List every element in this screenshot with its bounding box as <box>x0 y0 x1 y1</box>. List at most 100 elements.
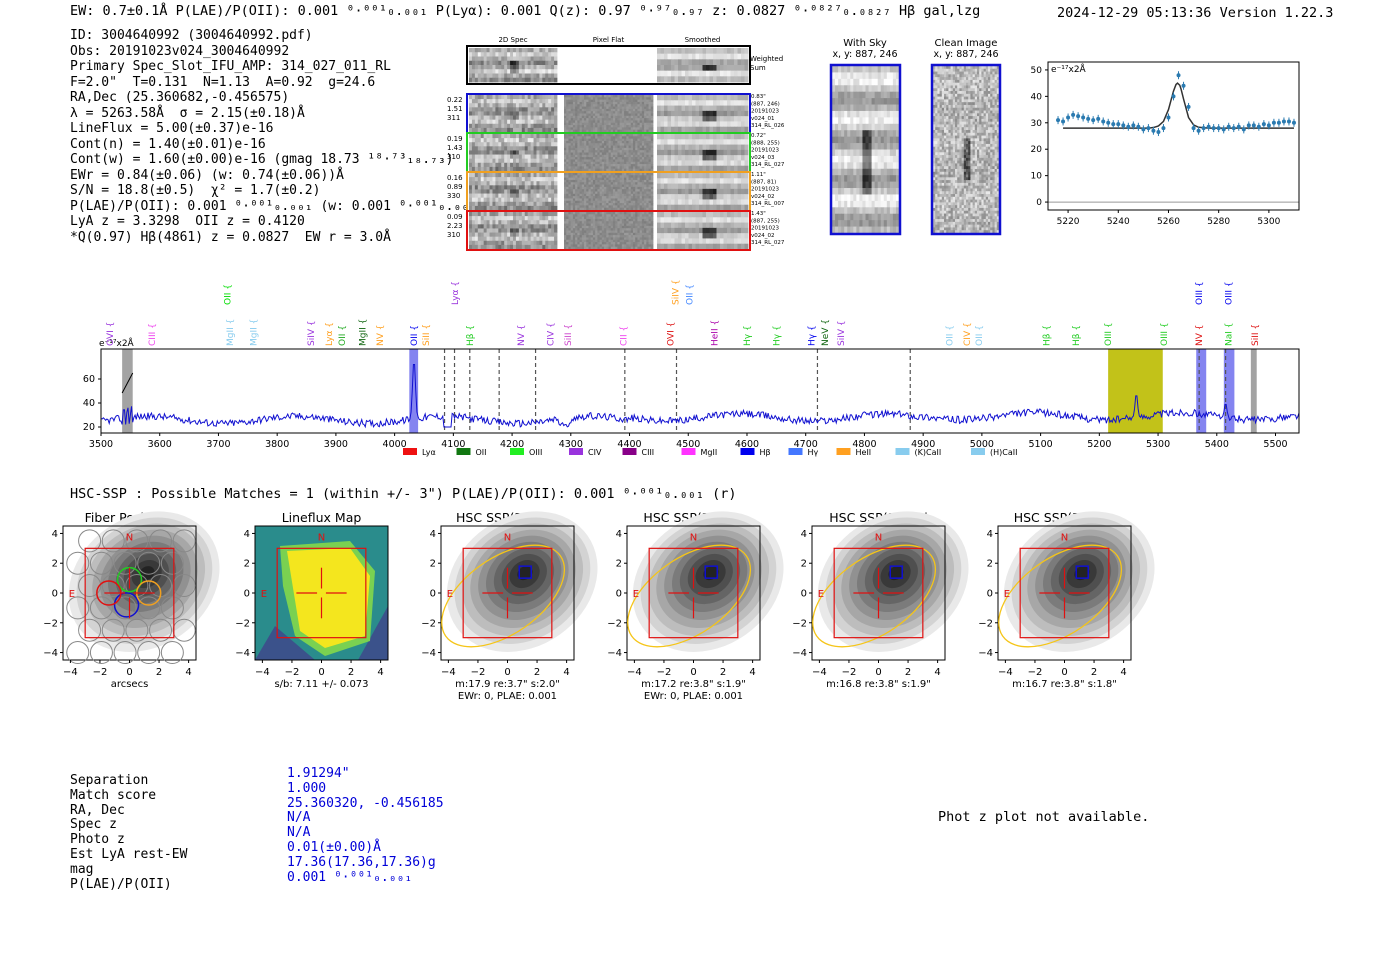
header-datetime: 2024-12-29 05:13:36 <box>1057 5 1212 21</box>
match-label: P(LAE)/P(OII) <box>70 876 172 892</box>
fiber-stat: 0.09 <box>447 213 463 221</box>
fiber-stat: 0.16 <box>447 174 463 182</box>
zoom-data-point <box>1126 124 1131 129</box>
spectrum-xtick-label: 5300 <box>1146 439 1170 450</box>
spectrum-texture <box>657 95 749 133</box>
cutout-ytick-label: 4 <box>244 529 250 540</box>
line-id-label: SiIV { <box>307 320 317 346</box>
zoom-xtick-label: 5300 <box>1257 217 1280 227</box>
search-box <box>462 547 553 639</box>
info-line: EWr = 0.84(±0.06) (w: 0.74(±0.06))Å <box>70 167 344 183</box>
zoom-data-point <box>1076 114 1081 119</box>
match-label: Match score <box>70 787 157 803</box>
zoom-ylabel: e⁻¹⁷x2Å <box>1051 63 1087 75</box>
fiber-stat: 1.43 <box>447 144 463 152</box>
line-id-label: OVI { <box>106 322 116 346</box>
legend-label: OIII <box>529 448 542 457</box>
spectrum-texture <box>657 212 749 250</box>
spectrum-texture <box>832 66 900 234</box>
fiber-stat: 310 <box>447 231 460 239</box>
legend-swatch <box>403 448 417 455</box>
zoom-data-point <box>1206 124 1211 129</box>
legend-label: HeII <box>856 448 872 457</box>
match-label: Separation <box>70 773 149 788</box>
spectrum-xtick-label: 5200 <box>1087 439 1111 450</box>
match-label: RA, Dec <box>70 802 125 818</box>
spectrum-xtick-label: 4800 <box>852 439 876 450</box>
line-id-label: MgII { <box>226 319 236 346</box>
zoom-data-point <box>1191 126 1196 131</box>
cutout-ytick-label: −2 <box>43 618 58 629</box>
spectrum-texture <box>564 173 654 211</box>
line-id-label: OII { <box>975 325 985 346</box>
fiber-frame <box>466 210 751 251</box>
spectrum-texture <box>933 66 1000 234</box>
zoom-data-point <box>1121 123 1126 128</box>
zoom-data-point <box>1161 126 1166 131</box>
zoom-data-point <box>1081 115 1086 120</box>
cutout-xtick-label: 2 <box>905 667 911 678</box>
spectral-band <box>409 349 419 433</box>
cutout-ytick-label: −4 <box>43 648 58 659</box>
legend-label: Hγ <box>808 448 819 457</box>
line-id-label: NV { <box>517 325 527 346</box>
compass-north: N <box>504 532 511 543</box>
zoom-data-point <box>1256 124 1261 129</box>
zoom-data-point <box>1271 120 1276 125</box>
fiber-stat: 311 <box>447 114 460 122</box>
fiber-circle <box>78 574 102 598</box>
fiber-circle <box>66 596 90 620</box>
aperture-ellipse <box>627 544 752 648</box>
legend-swatch <box>836 448 851 455</box>
fiber-meta: 1.43" <box>751 211 766 217</box>
fiber-meta: 20191023 <box>751 187 779 193</box>
line-id-label: MgII { <box>250 319 260 346</box>
line-id-label: NaI { <box>1225 323 1235 347</box>
spec2d-col-title: Pixel Flat <box>593 36 625 44</box>
spectrum-xtick-label: 4000 <box>383 439 407 450</box>
zoom-ytick-label: 40 <box>1031 92 1043 102</box>
line-id-label: NV { <box>376 325 386 346</box>
cutout-ytick-label: 4 <box>430 529 436 540</box>
compass-north: N <box>126 532 133 543</box>
cutout-images: Fiber PositionsNE−4−4−2−2002244arcsecsLi… <box>43 510 1155 702</box>
cutout-ytick-label: −4 <box>235 648 250 659</box>
fiber-circle <box>172 574 196 598</box>
zoom-data-point <box>1146 126 1151 131</box>
zoom-data-point <box>1226 124 1231 129</box>
with-sky-title: With Sky <box>843 38 887 49</box>
spec2d-col-title: 2D Spec <box>498 36 527 44</box>
line-id-label: CIV { <box>963 322 973 346</box>
cutout-xtick-label: −4 <box>63 667 78 678</box>
fiber-meta: 0.72" <box>751 133 766 139</box>
zoom-data-point <box>1071 112 1076 117</box>
weighted-sum-label: Sum <box>750 64 766 72</box>
zoom-data-point <box>1241 127 1246 132</box>
legend-label: Lyα <box>422 448 436 457</box>
legend-swatch <box>681 448 696 455</box>
cutout-ytick-label: 0 <box>987 589 993 600</box>
fiber-circle <box>172 618 196 642</box>
cutout-xtick-label: 0 <box>318 667 324 678</box>
cutout-ytick-label: −4 <box>978 648 993 659</box>
cutout-xlabel: m:16.8 re:3.8" s:1.9" <box>826 679 931 690</box>
cutout-xtick-label: 2 <box>156 667 162 678</box>
zoom-line-plot: e⁻¹⁷x2Å 0 10 20 30 40 50 5220 5240 5260 5280 5300 <box>1031 61 1300 227</box>
cutout-xtick-label: −4 <box>627 667 642 678</box>
line-id-label: SiIV { <box>671 279 681 305</box>
zoom-data-point <box>1176 73 1181 78</box>
spectrum-ytick-label: 20 <box>83 422 95 433</box>
header-version: Version 1.22.3 <box>1219 5 1334 21</box>
fiber-meta: 20191023 <box>751 109 779 115</box>
zoom-data-point <box>1166 115 1171 120</box>
fiber-meta: (887, 246) <box>751 101 780 107</box>
cutout-xtick-label: 4 <box>563 667 569 678</box>
with-sky-frame <box>829 63 902 236</box>
line-id-label: OII { <box>685 284 695 305</box>
spectrum-texture <box>469 212 558 250</box>
info-line: Cont(n) = 1.40(±0.01)e-16 <box>70 136 266 152</box>
cutout-xlabel: arcsecs <box>111 679 149 690</box>
cutout-ytick-label: −4 <box>421 648 436 659</box>
catalog-match-marker <box>704 565 718 579</box>
spectral-band <box>1108 349 1163 433</box>
